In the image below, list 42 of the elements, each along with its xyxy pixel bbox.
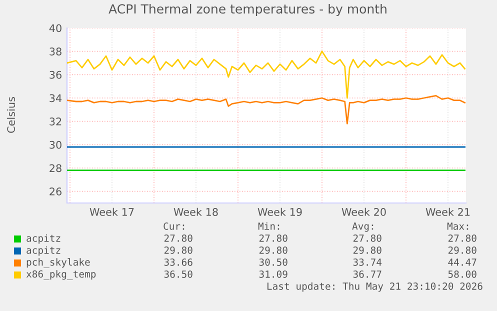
x-tick-label: Week 19: [258, 208, 302, 216]
y-tick-label: 38: [50, 48, 62, 56]
text: Avg:: [352, 222, 374, 232]
x-tick-label: Week 20: [342, 208, 386, 216]
text: 44.47: [448, 258, 476, 266]
text: 27.80: [448, 234, 476, 242]
text: 27.80: [353, 234, 382, 242]
text: 27.80: [259, 234, 288, 242]
x-tick-label: Week 17: [90, 208, 134, 216]
text: Min:: [258, 222, 280, 230]
text: Last update: Thu May 21 23:10:20 2026: [267, 282, 482, 292]
text: 29.80: [353, 246, 382, 254]
y-axis-title: Celsius: [6, 97, 16, 133]
text: 27.80: [164, 234, 192, 242]
line-series: [67, 94, 466, 124]
text: Cur:: [164, 222, 184, 230]
line-series: [67, 50, 466, 99]
text: 29.80: [259, 246, 288, 254]
text: 29.80: [448, 246, 476, 254]
y-tick-label: 26: [50, 188, 62, 196]
text: 30.50: [259, 258, 288, 266]
x-tick-label: Week 21: [426, 208, 470, 216]
legend-label: acpitz: [26, 234, 60, 244]
text: 29.80: [164, 246, 192, 254]
text: 36.77: [353, 270, 382, 278]
y-tick-label: 34: [50, 94, 62, 102]
y-tick-label: 32: [50, 118, 62, 126]
text: 33.74: [353, 258, 382, 266]
y-tick-label: 40: [49, 24, 62, 32]
text: 31.09: [259, 270, 288, 278]
y-tick-label: 30: [50, 140, 62, 149]
y-tick-label: 36: [50, 70, 62, 79]
chart-title: ACPI Thermal zone temperatures - by month: [108, 4, 386, 16]
text: 33.66: [164, 258, 192, 266]
legend-label: pch_skylake: [26, 258, 90, 268]
y-tick-label: 28: [50, 164, 62, 172]
text: Max:: [447, 222, 468, 230]
legend-label: x86_pkg_temp: [26, 270, 96, 280]
x-tick-label: Week 18: [174, 208, 218, 216]
legend-label: acpitz: [26, 246, 60, 256]
text: 36.50: [164, 270, 192, 278]
text: 58.00: [448, 270, 476, 278]
